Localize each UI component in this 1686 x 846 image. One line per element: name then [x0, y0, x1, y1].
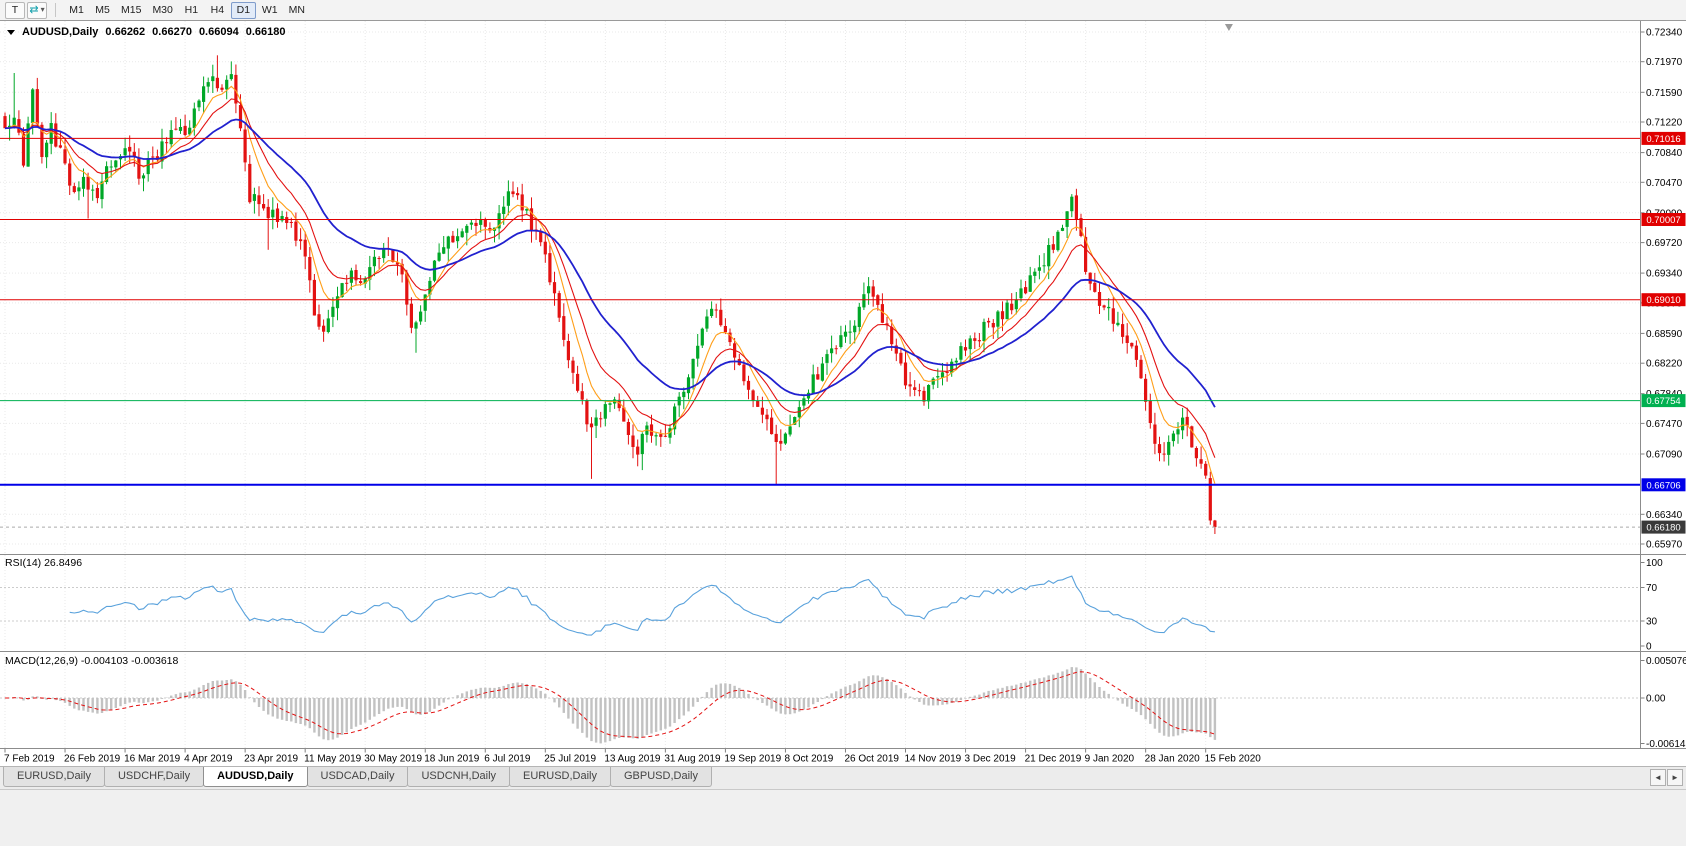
- text-tool-button[interactable]: T: [5, 1, 25, 19]
- timeframe-button-w1[interactable]: W1: [257, 2, 283, 19]
- tab-scroll-controls: ◄ ►: [1650, 767, 1686, 786]
- timeframe-button-m1[interactable]: M1: [64, 2, 89, 19]
- time-axis[interactable]: [0, 749, 1686, 767]
- timeframe-button-d1[interactable]: D1: [230, 1, 256, 19]
- chevron-down-icon: ▾: [40, 5, 45, 14]
- tabs-scroll-right-button[interactable]: ►: [1667, 769, 1683, 786]
- timeframe-button-m30[interactable]: M30: [147, 2, 177, 19]
- timeframe-group: M1 M5 M15 M30 H1 H4 D1 W1 MN: [64, 1, 310, 19]
- chart-tab-0-eurusd-daily[interactable]: EURUSD,Daily: [3, 767, 105, 787]
- window-bottom-filler: [0, 790, 1686, 846]
- chart-tab-bar: EURUSD,Daily USDCHF,Daily AUDUSD,Daily USDC…: [0, 767, 1686, 790]
- timeframe-button-m5[interactable]: M5: [90, 2, 115, 19]
- main-chart-area[interactable]: [0, 21, 1640, 555]
- chart-switch-icon: ⇄: [29, 3, 39, 16]
- timeframe-button-h1[interactable]: H1: [179, 2, 204, 19]
- rsi-panel[interactable]: [0, 555, 1640, 651]
- chart-switch-button[interactable]: ⇄ ▾: [27, 1, 47, 19]
- chart-tab-6-gbpusd-daily[interactable]: GBPUSD,Daily: [610, 767, 712, 787]
- timeframe-button-h4[interactable]: H4: [205, 2, 230, 19]
- price-axis[interactable]: [1640, 21, 1686, 749]
- top-toolbar: T ⇄ ▾ M1 M5 M15 M30 H1 H4 D1 W1 MN: [0, 0, 1686, 21]
- toolbar-separator: [55, 3, 56, 17]
- chart-tabs: EURUSD,Daily USDCHF,Daily AUDUSD,Daily USDC…: [0, 767, 712, 789]
- chart-tab-5-eurusd-daily[interactable]: EURUSD,Daily: [509, 767, 611, 787]
- chart-tab-2-audusd-daily[interactable]: AUDUSD,Daily: [203, 767, 308, 787]
- chart-tab-4-usdcnh-daily[interactable]: USDCNH,Daily: [407, 767, 511, 787]
- macd-panel[interactable]: [0, 652, 1640, 748]
- timeframe-button-mn[interactable]: MN: [284, 2, 310, 19]
- tabs-scroll-left-button[interactable]: ◄: [1650, 769, 1666, 786]
- chart-tab-1-usdchf-daily[interactable]: USDCHF,Daily: [103, 767, 205, 787]
- chart-tab-3-usdcad-daily[interactable]: USDCAD,Daily: [306, 767, 409, 787]
- timeframe-button-m15[interactable]: M15: [116, 2, 146, 19]
